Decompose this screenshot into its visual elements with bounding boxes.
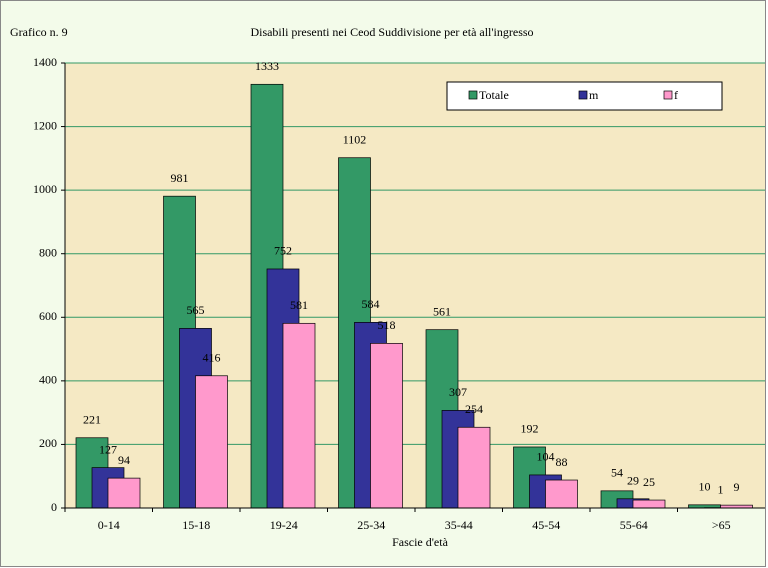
data-label: 416: [203, 351, 221, 365]
data-label: 1102: [343, 132, 367, 146]
data-label: 10: [699, 480, 711, 494]
x-tick-label: 35-44: [445, 518, 473, 532]
data-label: 192: [521, 422, 539, 436]
data-label: 221: [83, 413, 101, 427]
data-label: 254: [465, 402, 483, 416]
x-tick-label: 45-54: [532, 518, 560, 532]
legend-label: f: [674, 88, 678, 102]
bar: [195, 375, 228, 509]
data-label: 981: [171, 171, 189, 185]
bar: [107, 477, 141, 509]
data-label: 54: [611, 466, 623, 480]
y-tick-label: 600: [39, 309, 57, 323]
legend-label: m: [589, 88, 599, 102]
bar: [545, 479, 578, 509]
bar: [632, 499, 666, 509]
y-tick-label: 1400: [33, 55, 57, 69]
chart-label: Grafico n. 9: [10, 25, 68, 39]
y-tick-label: 0: [51, 500, 57, 514]
x-tick-label: 55-64: [620, 518, 648, 532]
y-tick-label: 1200: [33, 118, 57, 132]
data-label: 127: [99, 442, 117, 456]
bar: [370, 343, 403, 509]
legend-swatch: [663, 90, 673, 100]
legend-swatch: [578, 90, 588, 100]
y-tick-label: 400: [39, 373, 57, 387]
y-tick-label: 200: [39, 436, 57, 450]
bar: [457, 426, 491, 509]
x-tick-label: 15-18: [182, 518, 210, 532]
data-label: 561: [433, 304, 451, 318]
x-tick-label: >65: [712, 518, 731, 532]
data-label: 104: [537, 450, 555, 464]
data-label: 88: [556, 455, 568, 469]
data-label: 584: [362, 297, 380, 311]
x-tick-label: 19-24: [270, 518, 298, 532]
chart-title: Disabili presenti nei Ceod Suddivisione …: [250, 25, 533, 39]
data-label: 518: [378, 318, 396, 332]
data-label: 581: [290, 298, 308, 312]
data-label: 94: [118, 453, 130, 467]
data-label: 565: [187, 303, 205, 317]
bar: [282, 322, 316, 509]
data-label: 307: [449, 385, 467, 399]
legend-swatch: [468, 90, 478, 100]
data-label: 752: [274, 244, 292, 258]
x-tick-label: 0-14: [98, 518, 120, 532]
data-label: 25: [643, 475, 655, 489]
x-axis-label: Fascie d'età: [392, 535, 448, 549]
data-label: 9: [734, 480, 740, 494]
y-tick-label: 1000: [33, 182, 57, 196]
legend-label: Totale: [479, 88, 509, 102]
x-tick-label: 25-34: [357, 518, 385, 532]
data-label: 29: [627, 474, 639, 488]
data-label: 1: [718, 482, 724, 496]
data-label: 1333: [255, 59, 279, 73]
y-tick-label: 800: [39, 245, 57, 259]
